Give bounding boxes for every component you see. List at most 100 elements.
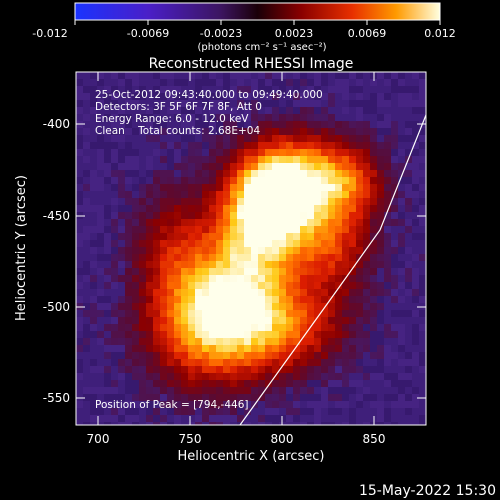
heatmap-cell (83, 352, 90, 359)
heatmap-cell (97, 296, 104, 303)
heatmap-cell (356, 282, 363, 289)
heatmap-cell (83, 135, 90, 142)
heatmap-cell (97, 310, 104, 317)
heatmap-cell (314, 422, 321, 425)
heatmap-cell (76, 380, 83, 387)
heatmap-cell (321, 261, 328, 268)
heatmap-cell (391, 275, 398, 282)
heatmap-cell (97, 219, 104, 226)
heatmap-cell (251, 170, 258, 177)
heatmap-cell (160, 198, 167, 205)
heatmap-cell (153, 121, 160, 128)
heatmap-cell (125, 93, 132, 100)
heatmap-cell (314, 352, 321, 359)
heatmap-cell (216, 72, 223, 79)
heatmap-cell (307, 254, 314, 261)
heatmap-cell (139, 282, 146, 289)
heatmap-cell (97, 93, 104, 100)
heatmap-cell (300, 205, 307, 212)
heatmap-cell (118, 226, 125, 233)
heatmap-cell (349, 331, 356, 338)
heatmap-cell (202, 170, 209, 177)
heatmap-cell (195, 317, 202, 324)
heatmap-cell (377, 212, 384, 219)
heatmap-cell (125, 380, 132, 387)
heatmap-cell (216, 205, 223, 212)
heatmap-cell (412, 289, 419, 296)
heatmap-cell (384, 401, 391, 408)
heatmap-cell (188, 72, 195, 79)
heatmap-cell (279, 380, 286, 387)
heatmap-cell (83, 254, 90, 261)
heatmap-cell (195, 100, 202, 107)
heatmap-cell (132, 380, 139, 387)
heatmap-cell (202, 366, 209, 373)
heatmap-cell (209, 373, 216, 380)
heatmap-cell (328, 156, 335, 163)
heatmap-cell (139, 254, 146, 261)
heatmap-cell (167, 156, 174, 163)
heatmap-cell (419, 282, 426, 289)
heatmap-cell (356, 121, 363, 128)
heatmap-cell (293, 212, 300, 219)
heatmap-cell (251, 121, 258, 128)
heatmap-cell (349, 380, 356, 387)
heatmap-cell (230, 135, 237, 142)
heatmap-cell (251, 310, 258, 317)
heatmap-cell (188, 394, 195, 401)
heatmap-cell (286, 247, 293, 254)
heatmap-cell (335, 401, 342, 408)
heatmap-cell (153, 303, 160, 310)
heatmap-cell (111, 254, 118, 261)
heatmap-cell (153, 86, 160, 93)
heatmap-cell (83, 177, 90, 184)
heatmap-cell (216, 170, 223, 177)
heatmap-cell (174, 135, 181, 142)
heatmap-cell (412, 93, 419, 100)
heatmap-cell (223, 387, 230, 394)
heatmap-cell (146, 86, 153, 93)
heatmap-cell (202, 198, 209, 205)
heatmap-cell (391, 240, 398, 247)
heatmap-cell (188, 254, 195, 261)
heatmap-cell (223, 282, 230, 289)
heatmap-cell (321, 170, 328, 177)
heatmap-cell (90, 149, 97, 156)
heatmap-cell (125, 310, 132, 317)
heatmap-cell (251, 380, 258, 387)
heatmap-cell (160, 415, 167, 422)
heatmap-cell (293, 394, 300, 401)
heatmap-cell (363, 226, 370, 233)
heatmap-cell (181, 156, 188, 163)
heatmap-cell (153, 331, 160, 338)
heatmap-cell (272, 219, 279, 226)
heatmap-cell (265, 142, 272, 149)
heatmap-cell (251, 324, 258, 331)
heatmap-cell (405, 149, 412, 156)
heatmap-cell (293, 191, 300, 198)
heatmap-cell (223, 401, 230, 408)
heatmap-cell (230, 338, 237, 345)
heatmap-cell (244, 128, 251, 135)
heatmap-cell (328, 142, 335, 149)
heatmap-cell (377, 310, 384, 317)
heatmap-cell (153, 79, 160, 86)
info-clean-counts: Clean Total counts: 2.68E+04 (95, 125, 260, 137)
heatmap-cell (223, 93, 230, 100)
heatmap-cell (76, 275, 83, 282)
heatmap-cell (251, 86, 258, 93)
heatmap-cell (223, 422, 230, 425)
heatmap-cell (83, 359, 90, 366)
heatmap-cell (223, 366, 230, 373)
heatmap-cell (307, 247, 314, 254)
heatmap-cell (202, 345, 209, 352)
heatmap-cell (146, 100, 153, 107)
heatmap-cell (181, 380, 188, 387)
heatmap-cell (160, 338, 167, 345)
heatmap-cell (258, 289, 265, 296)
heatmap-cell (405, 380, 412, 387)
heatmap-cell (307, 114, 314, 121)
heatmap-cell (104, 275, 111, 282)
heatmap-cell (391, 177, 398, 184)
heatmap-cell (97, 373, 104, 380)
